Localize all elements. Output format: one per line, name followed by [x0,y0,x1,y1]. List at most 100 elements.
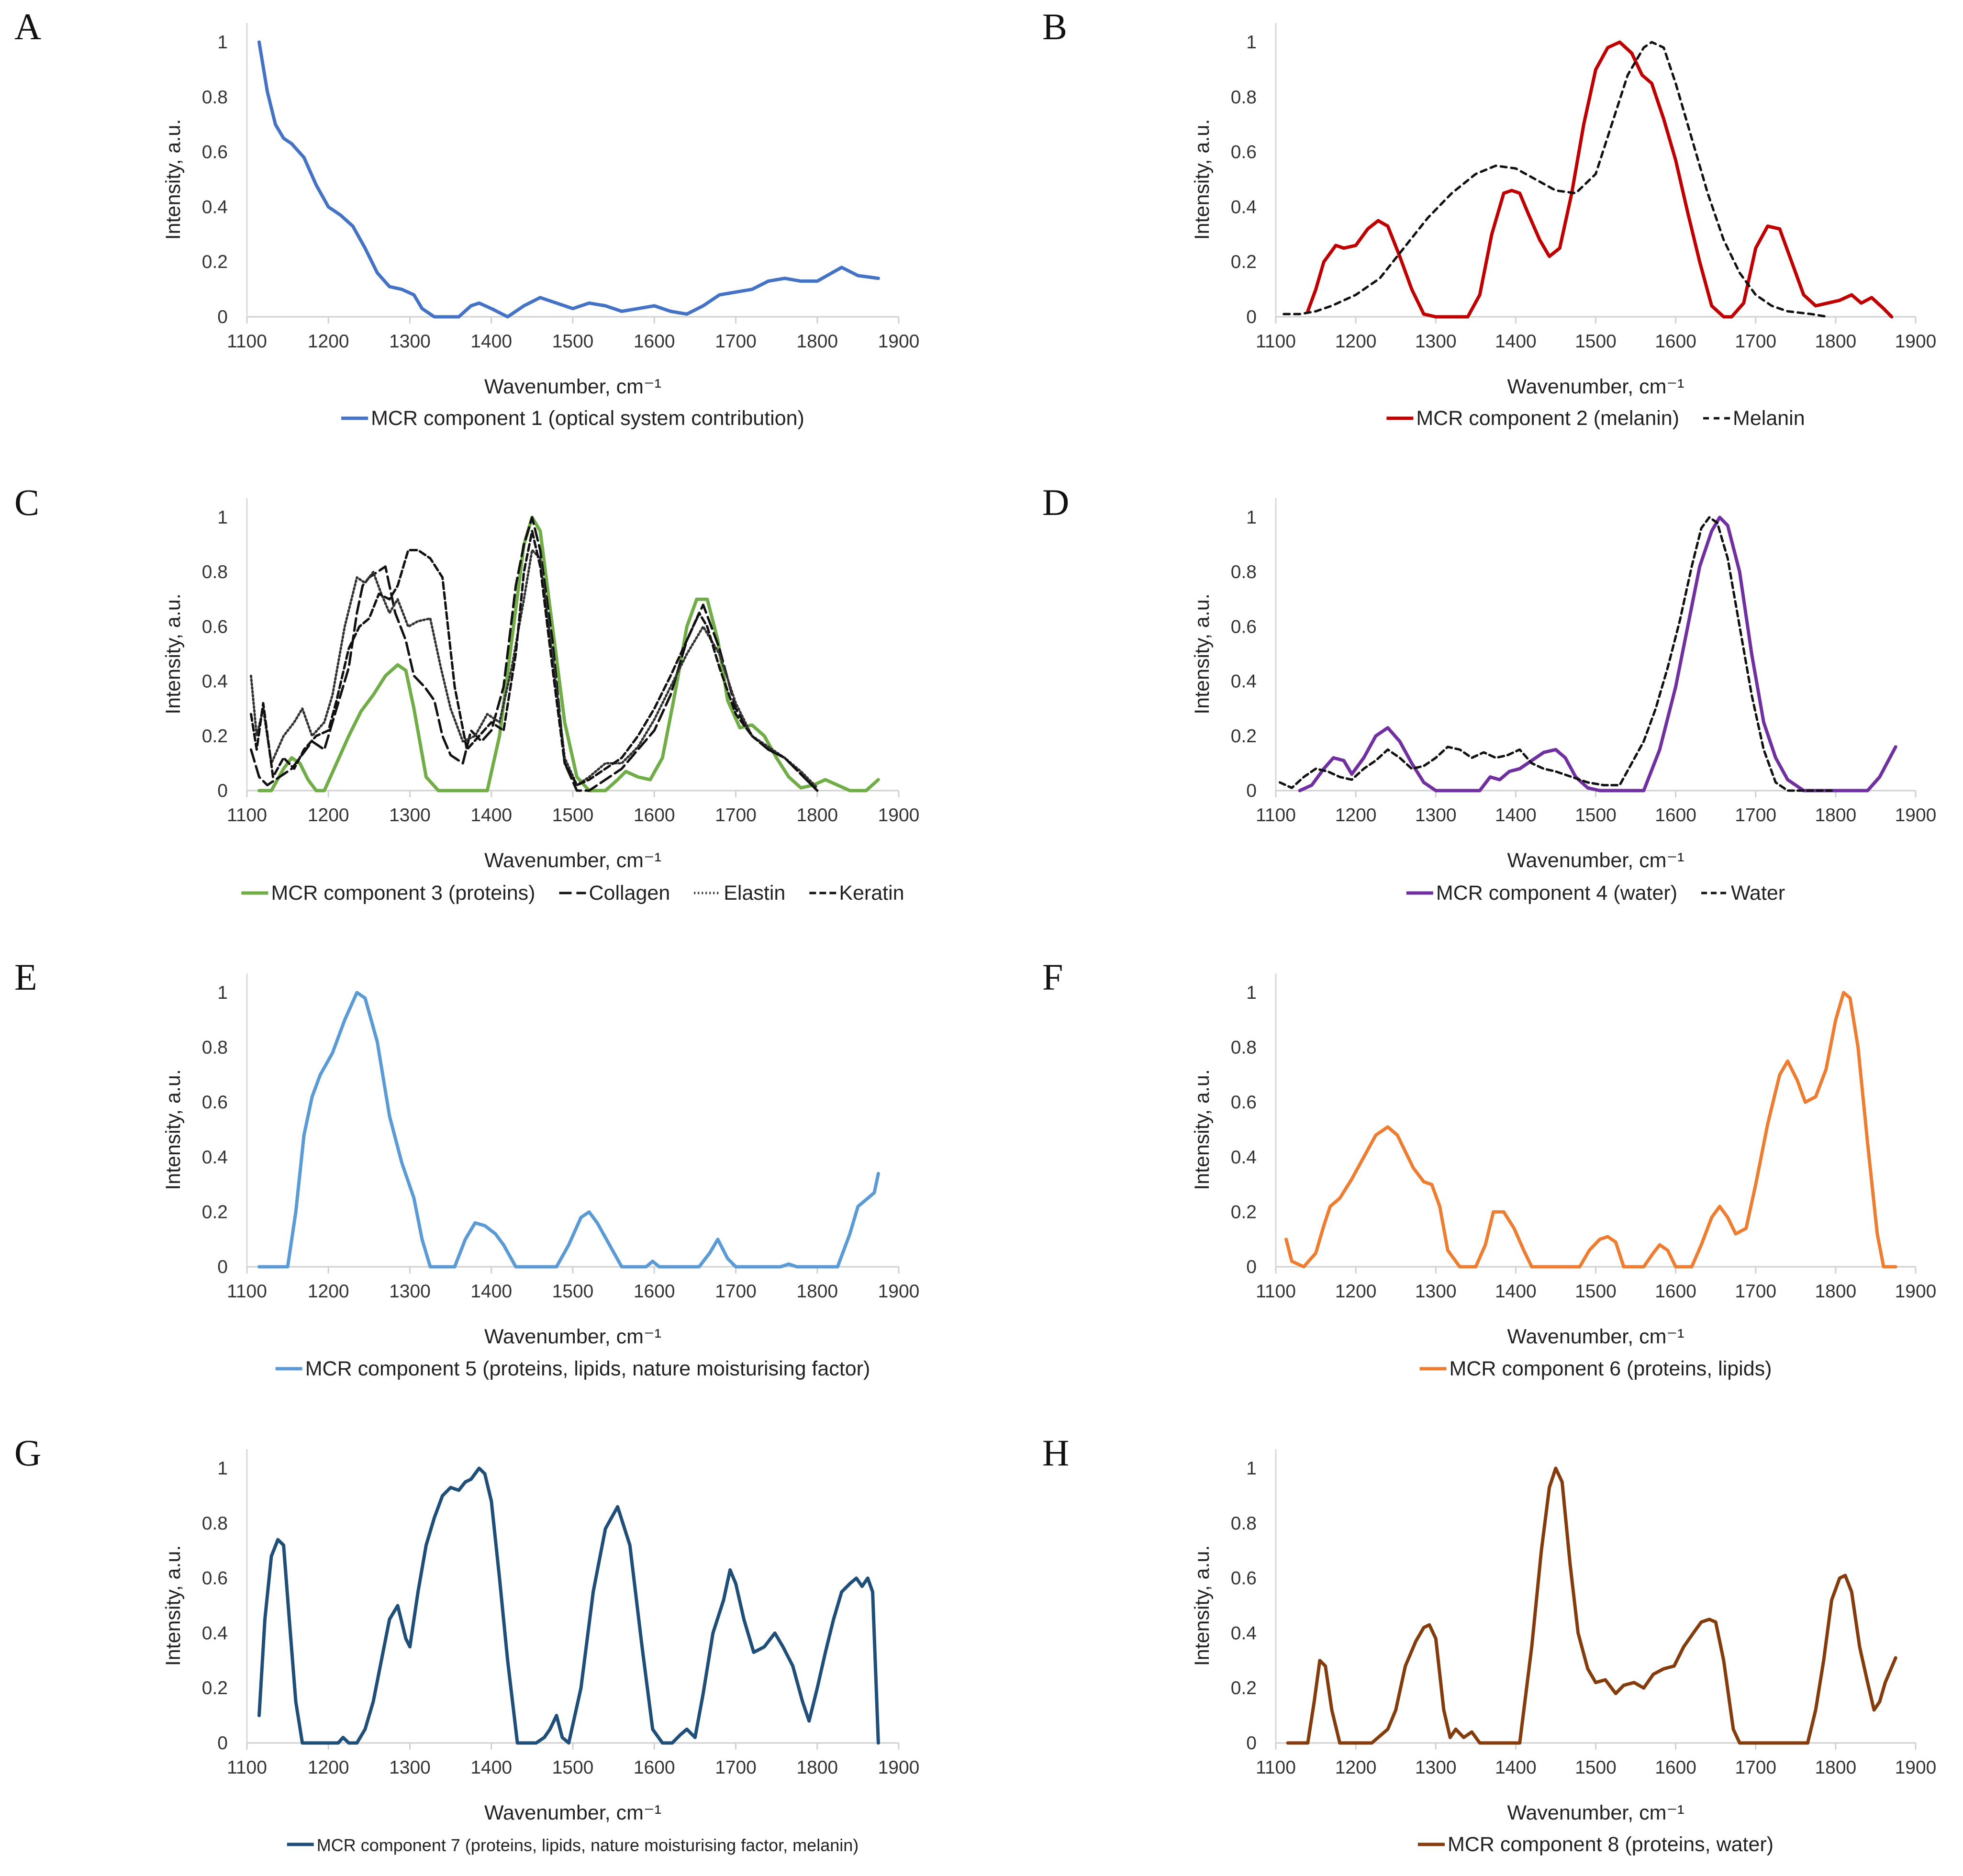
y-tick-label: 1 [217,507,228,528]
panel-letter: C [14,481,39,523]
panel-letter: F [1042,956,1063,998]
x-tick-label: 1200 [308,1757,349,1778]
x-tick-label: 1100 [227,1281,267,1302]
x-tick-label: 1800 [1815,805,1856,826]
x-tick-label: 1200 [308,805,349,826]
y-tick-label: 0.8 [202,1513,228,1534]
series-line-2 [250,516,819,792]
x-tick-label: 1900 [1895,805,1937,826]
series-line-1 [257,40,880,319]
x-tick-label: 1700 [715,805,757,826]
legend-label: MCR component 1 (optical system contribu… [371,407,804,430]
x-tick-label: 1300 [389,805,431,826]
x-tick-label: 1400 [1495,1281,1537,1302]
y-tick-label: 0.8 [202,562,228,582]
x-tick-label: 1700 [1735,805,1776,826]
series-line-4 [250,530,819,792]
x-tick-label: 1800 [1815,1757,1856,1778]
y-tick-label: 1 [217,32,228,53]
x-tick-label: 1700 [1735,1757,1776,1778]
x-tick-label: 1800 [1815,1281,1856,1302]
series-line-2 [1278,516,1833,792]
y-tick-label: 0.4 [1231,1623,1257,1643]
y-tick-label: 0 [1246,1257,1257,1277]
x-tick-label: 1900 [878,331,920,352]
y-axis-title: Intensity, a.u. [162,119,185,240]
y-tick-label: 0.2 [202,1678,228,1698]
x-tick-label: 1600 [1655,1281,1696,1302]
x-tick-label: 1100 [227,331,267,352]
x-axis-title: Wavenumber, cm⁻¹ [484,1801,661,1824]
x-tick-label: 1500 [1575,331,1617,352]
x-tick-label: 1500 [552,805,594,826]
x-tick-label: 1400 [470,1757,512,1778]
y-tick-label: 0.8 [1231,1038,1257,1058]
y-tick-label: 0.8 [1231,87,1257,108]
y-tick-label: 0 [1246,781,1257,801]
y-tick-label: 0.4 [202,1147,228,1168]
y-tick-label: 0.6 [1231,616,1257,637]
x-tick-label: 1500 [1575,805,1617,826]
x-tick-label: 1900 [878,1281,920,1302]
legend: MCR component 3 (proteins) Collagen Elasti… [241,882,904,904]
legend-item: MCR component 2 (melanin) [1386,407,1679,430]
panel-letter: G [14,1432,41,1474]
x-tick-label: 1300 [389,1281,431,1302]
y-tick-label: 1 [1246,507,1257,528]
y-tick-label: 0.2 [1231,1678,1257,1698]
y-axis-title: Intensity, a.u. [162,1545,185,1666]
legend: MCR component 2 (melanin) Melanin [1386,407,1805,430]
x-tick-label: 1600 [634,331,675,352]
x-tick-label: 1900 [1895,1757,1937,1778]
x-axis-title: Wavenumber, cm⁻¹ [484,1325,661,1348]
legend-label: Keratin [839,882,904,904]
series-line-1 [257,1466,880,1745]
legend: MCR component 6 (proteins, lipids) [1419,1357,1772,1380]
y-tick-label: 0.2 [1231,252,1257,272]
x-tick-label: 1300 [1415,805,1457,826]
y-tick-label: 1 [217,983,228,1003]
legend-item: Elastin [694,882,785,904]
x-tick-label: 1600 [634,1281,675,1302]
x-tick-label: 1200 [308,1281,349,1302]
legend-item: Keratin [809,882,904,904]
x-tick-label: 1500 [552,1757,594,1778]
legend-label: Melanin [1733,407,1805,430]
x-tick-label: 1200 [1335,1281,1377,1302]
y-tick-label: 1 [1246,983,1257,1003]
legend-label: MCR component 5 (proteins, lipids, natur… [305,1357,870,1380]
y-tick-label: 0.4 [1231,1147,1257,1168]
panel-letter: B [1042,6,1067,47]
x-tick-label: 1600 [1655,1757,1696,1778]
x-tick-label: 1300 [1415,1757,1457,1778]
legend-item: Collagen [559,882,670,904]
y-tick-label: 0 [217,781,228,801]
y-tick-label: 0 [217,307,228,327]
x-tick-label: 1100 [227,805,267,826]
y-tick-label: 0 [1246,307,1257,327]
y-tick-label: 0.2 [1231,726,1257,747]
panel-letter: H [1042,1432,1069,1474]
panel-letter: E [14,956,37,998]
legend-label: Collagen [589,882,670,904]
series-line-2 [1283,41,1829,318]
x-tick-label: 1900 [878,1757,920,1778]
x-tick-label: 1800 [796,1757,838,1778]
legend: MCR component 4 (water) Water [1406,882,1785,904]
x-axis-title: Wavenumber, cm⁻¹ [484,375,661,398]
x-tick-label: 1800 [1815,331,1856,352]
y-tick-label: 1 [217,1458,228,1479]
y-tick-label: 0.6 [202,142,228,163]
series-line-1 [257,515,880,793]
y-tick-label: 0 [217,1733,228,1753]
x-tick-label: 1500 [1575,1281,1617,1302]
x-axis-title: Wavenumber, cm⁻¹ [484,849,661,872]
x-tick-label: 1600 [1655,805,1696,826]
legend-label: MCR component 3 (proteins) [271,882,535,904]
panel-letter: A [14,6,41,47]
x-tick-label: 1100 [1256,331,1296,352]
legend-label: Elastin [724,882,785,904]
x-tick-label: 1400 [470,805,512,826]
y-tick-label: 0.8 [1231,562,1257,582]
x-tick-label: 1400 [470,331,512,352]
